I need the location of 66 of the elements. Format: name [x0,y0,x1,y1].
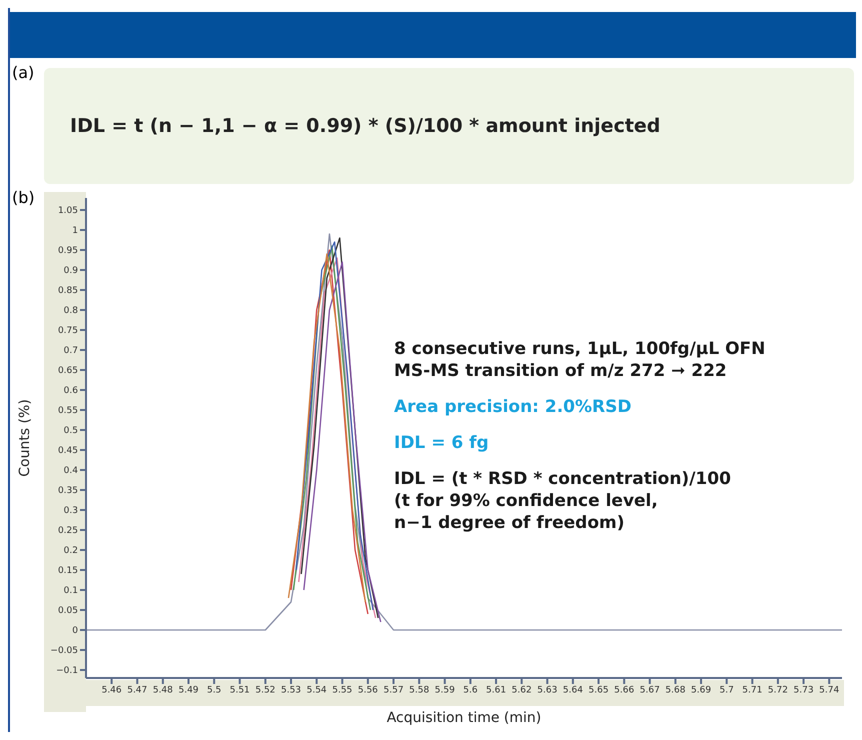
annotation: IDL = (t * RSD * concentration)/100 [394,468,732,490]
x-tick-label: 5.55 [332,685,352,696]
y-tick-label: 1 [72,226,78,236]
annotation: n−1 degree of freedom) [394,512,626,534]
x-tick-label: 5.5 [206,685,222,696]
y-tick-label: 0.5 [64,426,78,436]
y-tick-label: 0.55 [58,406,78,416]
y-tick-label: 0.2 [64,546,78,556]
y-tick-label: 0.45 [58,446,78,456]
y-tick-label: 0.3 [64,506,78,516]
x-tick-label: 5.71 [742,685,762,696]
y-tick-label: 0.35 [58,486,78,496]
x-tick-label: 5.51 [230,685,250,696]
x-tick-label: 5.59 [434,685,456,696]
x-tick-label: 5.61 [486,685,506,696]
annotation: (t for 99% confidence level, [394,490,659,512]
x-axis-title: Acquisition time (min) [386,710,542,726]
x-tick-label: 5.56 [358,685,378,696]
y-tick-label: 0.85 [58,286,78,296]
y-tick-label: 0.15 [58,566,78,576]
x-tick-label: 5.66 [614,685,634,696]
x-tick-label: 5.72 [768,685,788,696]
y-tick-label: 0.6 [64,386,78,396]
x-tick-label: 5.54 [306,685,327,696]
x-tick-label: 5.63 [537,685,558,696]
x-tick-label: 5.74 [819,685,840,696]
y-tick-label: 0.65 [58,366,78,376]
x-tick-label: 5.73 [794,685,814,696]
x-tick-label: 5.52 [255,685,276,696]
y-tick-label: 0 [72,626,78,636]
x-tick-label: 5.65 [588,685,609,696]
x-tick-label: 5.64 [562,685,584,696]
x-tick-label: 5.6 [463,685,478,696]
y-tick-label: 0.75 [58,326,78,336]
text: (b) [12,188,35,207]
y-tick-label: 1.05 [58,206,78,216]
y-axis-title: Counts (%) [16,399,33,477]
y-tick-label: 0.4 [64,466,78,476]
x-tick-label: 5.48 [152,685,174,696]
x-tick-label: 5.53 [280,685,302,696]
text: (a) [12,63,34,82]
x-tick-label: 5.49 [178,685,199,696]
x-tick-label: 5.47 [127,685,148,696]
y-tick-label: 0.9 [64,266,78,276]
y-tick-label: 0.95 [58,246,78,256]
x-tick-label: 5.62 [512,685,532,696]
y-tick-label: 0.7 [64,346,78,356]
y-tick-label: −0.05 [50,646,78,656]
y-tick-label: 0.05 [58,606,78,616]
x-tick-label: 5.68 [665,685,686,696]
x-tick-label: 5.46 [102,685,122,696]
line-series [86,233,842,631]
x-tick-label: 5.7 [720,685,734,696]
annotation: 8 consecutive runs, 1µL, 100fg/µL OFN [394,338,766,360]
x-tick-label: 5.67 [640,685,660,696]
annotation: MS-MS transition of m/z 272 ➞ 222 [394,360,728,382]
y-tick-label: 0.8 [64,306,78,316]
y-tick-label: 0.1 [64,586,78,596]
x-tick-label: 5.58 [409,685,430,696]
text: IDL = t (n − 1,1 − α = 0.99) * (S)/100 * amount injected [70,115,660,137]
x-tick-label: 5.57 [384,685,404,696]
x-tick-label: 5.69 [691,685,712,696]
y-tick-label: 0.25 [58,526,78,536]
annotation: IDL = 6 fg [394,432,490,454]
annotation: Area precision: 2.0%RSD [394,396,632,418]
y-tick-label: −0.1 [56,666,78,676]
